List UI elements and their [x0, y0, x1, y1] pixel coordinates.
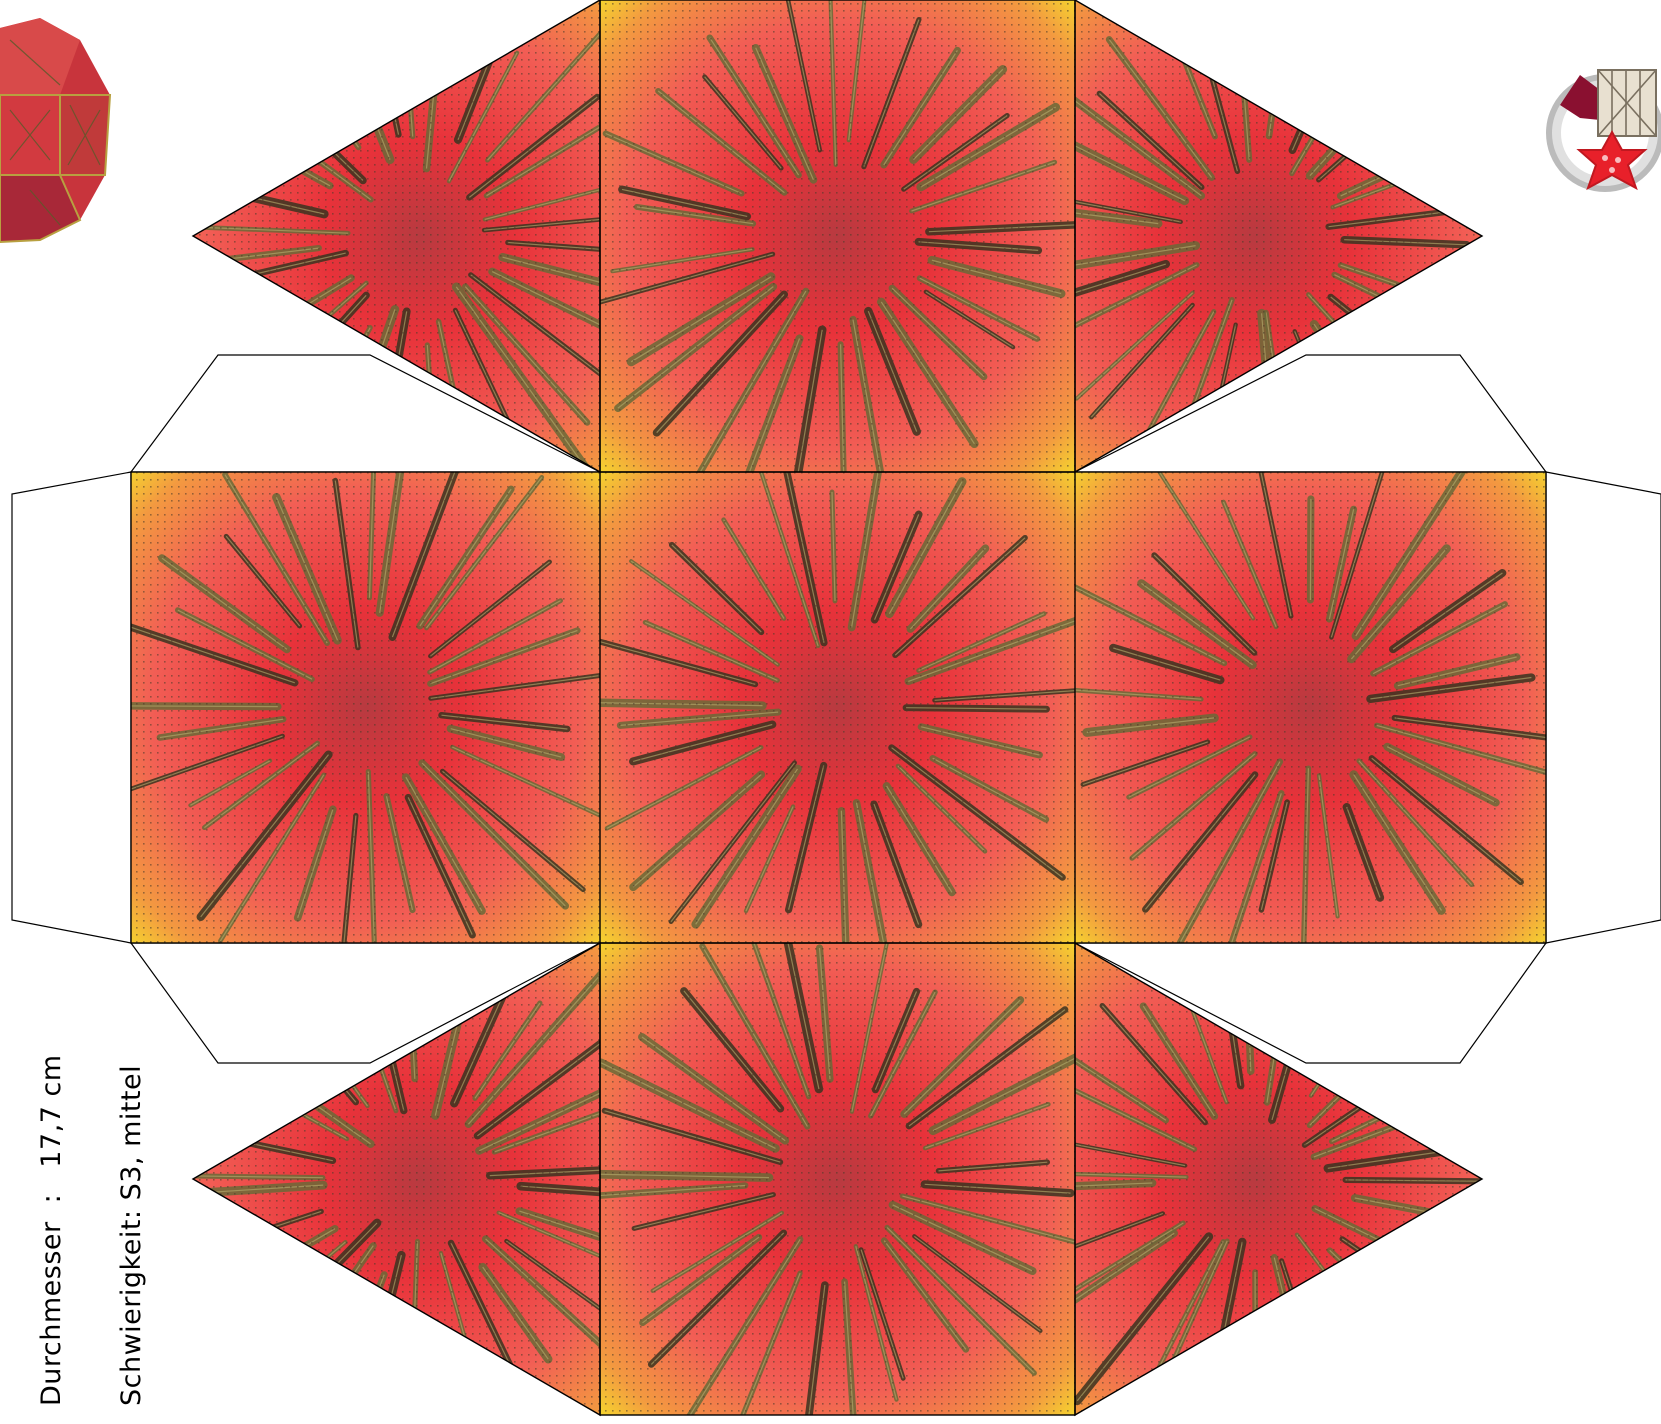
difficulty-info: Schwierigkeit: S3, mittel [116, 1064, 147, 1406]
net-outline [130, 0, 1547, 1417]
diameter-info: Durchmesser: 17,7 cm [36, 1054, 67, 1406]
net-faces [131, 0, 1546, 1415]
face-b [600, 943, 1075, 1415]
face-t [600, 0, 1075, 472]
star-and-drum-logo-icon [1546, 69, 1661, 192]
glue-tabs [11, 354, 1661, 1064]
glue-tab-far-left [11, 471, 132, 944]
diameter-separator: : [36, 1193, 67, 1204]
face-mr [1075, 472, 1546, 943]
face-ml [131, 472, 600, 943]
face-m [600, 472, 1075, 943]
rounded-polyhedron-preview-icon [0, 18, 112, 244]
diameter-label: Durchmesser [36, 1221, 67, 1406]
glue-tab-far-right [1545, 471, 1661, 944]
outline-bottom-square [599, 942, 1076, 1416]
diameter-value: 17,7 cm [36, 1054, 67, 1168]
